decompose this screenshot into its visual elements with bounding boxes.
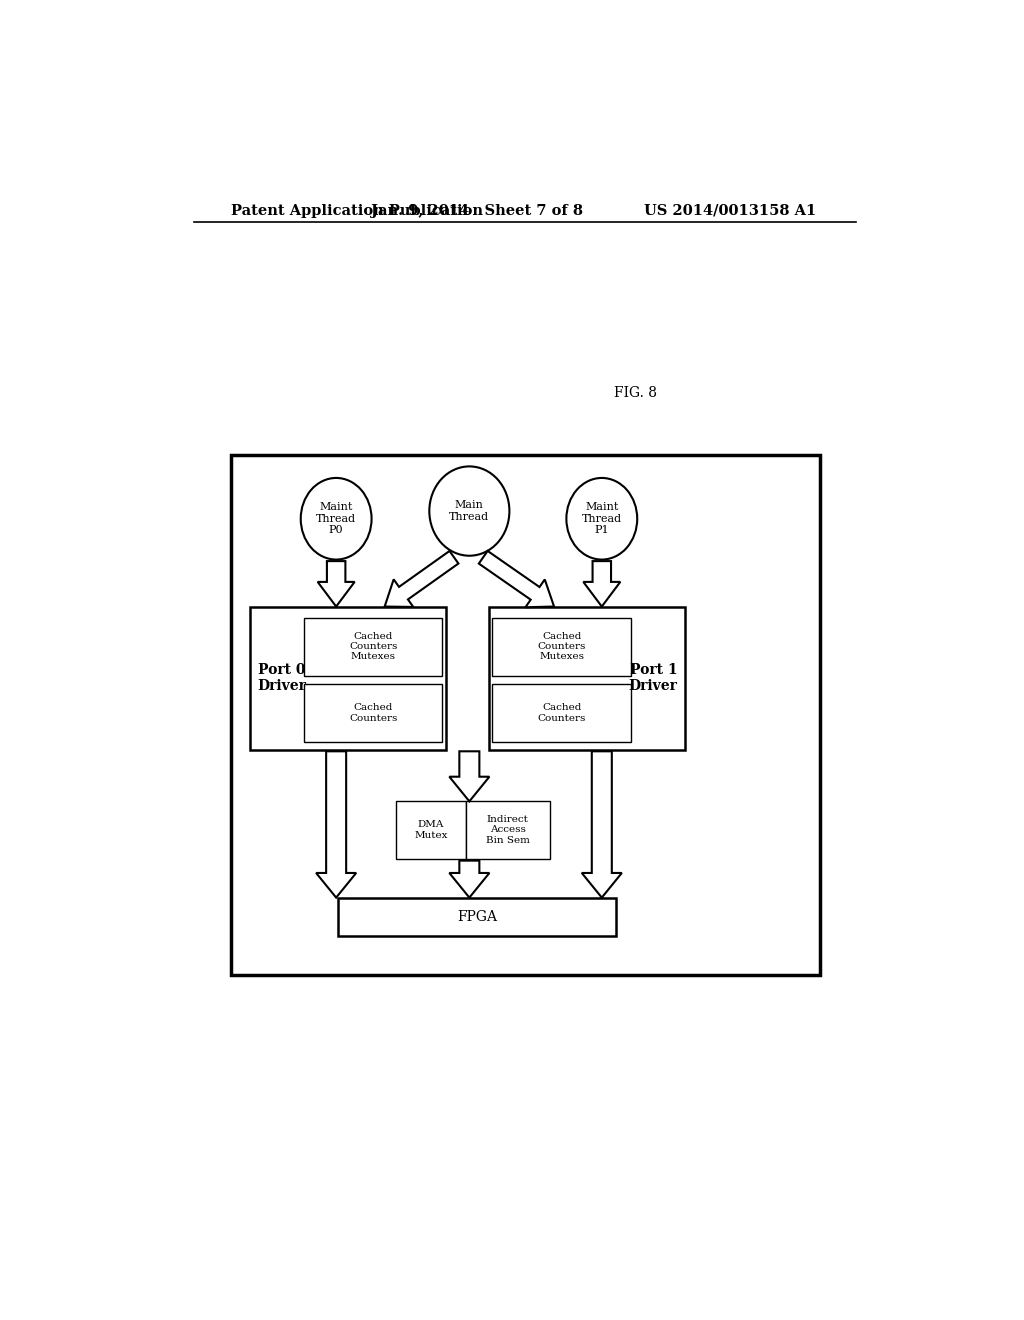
- Text: Port 0
Driver: Port 0 Driver: [258, 663, 306, 693]
- Polygon shape: [479, 550, 554, 607]
- Polygon shape: [450, 861, 489, 898]
- Text: Cached
Counters: Cached Counters: [349, 704, 397, 722]
- Bar: [396, 801, 466, 859]
- Text: Port 1
Driver: Port 1 Driver: [629, 663, 677, 693]
- Polygon shape: [316, 751, 356, 898]
- Bar: [493, 684, 631, 742]
- Polygon shape: [450, 751, 489, 801]
- Text: Maint
Thread
P1: Maint Thread P1: [582, 502, 622, 536]
- Ellipse shape: [301, 478, 372, 560]
- Text: Main
Thread: Main Thread: [450, 500, 489, 521]
- Bar: [304, 684, 442, 742]
- Polygon shape: [582, 751, 622, 898]
- Text: Cached
Counters: Cached Counters: [538, 704, 586, 722]
- Bar: [339, 898, 615, 936]
- Text: FPGA: FPGA: [457, 909, 497, 924]
- Bar: [304, 618, 442, 676]
- Text: US 2014/0013158 A1: US 2014/0013158 A1: [644, 203, 816, 218]
- Bar: [488, 607, 685, 750]
- Ellipse shape: [429, 466, 509, 556]
- Text: Cached
Counters
Mutexes: Cached Counters Mutexes: [349, 632, 397, 661]
- Bar: [493, 618, 631, 676]
- Polygon shape: [385, 550, 459, 607]
- Text: Jan. 9, 2014   Sheet 7 of 8: Jan. 9, 2014 Sheet 7 of 8: [371, 203, 583, 218]
- Bar: [466, 801, 550, 859]
- Text: DMA
Mutex: DMA Mutex: [414, 820, 447, 840]
- Polygon shape: [317, 561, 354, 607]
- Text: Patent Application Publication: Patent Application Publication: [230, 203, 482, 218]
- Polygon shape: [584, 561, 621, 607]
- Text: Indirect
Access
Bin Sem: Indirect Access Bin Sem: [486, 814, 529, 845]
- Text: FIG. 8: FIG. 8: [614, 387, 657, 400]
- Bar: [250, 607, 446, 750]
- Text: Maint
Thread
P0: Maint Thread P0: [316, 502, 356, 536]
- Ellipse shape: [566, 478, 637, 560]
- Text: Cached
Counters
Mutexes: Cached Counters Mutexes: [538, 632, 586, 661]
- Bar: [230, 455, 819, 974]
